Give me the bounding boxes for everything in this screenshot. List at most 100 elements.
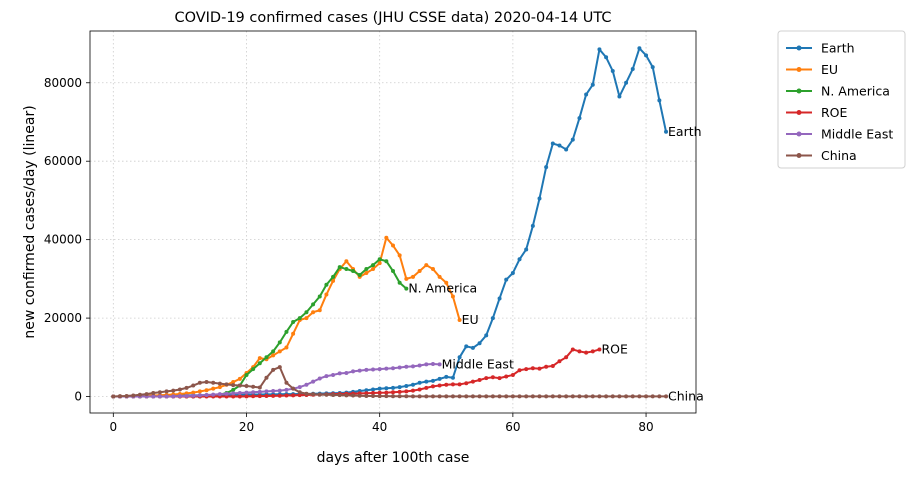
data-point <box>324 282 329 287</box>
legend-label: EU <box>821 62 838 77</box>
data-point <box>304 316 309 321</box>
y-tick-label: 60000 <box>44 154 82 168</box>
data-point <box>197 389 202 394</box>
data-point <box>564 394 569 399</box>
data-point <box>617 394 622 399</box>
data-point <box>231 394 236 399</box>
legend-marker <box>796 110 802 115</box>
data-point <box>331 372 336 377</box>
data-point <box>404 364 409 369</box>
data-point <box>337 371 342 376</box>
data-point <box>331 274 336 279</box>
data-point <box>384 235 389 240</box>
data-point <box>391 394 395 399</box>
data-point <box>364 393 369 398</box>
data-point <box>437 383 442 388</box>
data-point <box>137 392 142 397</box>
data-point <box>577 349 582 354</box>
data-point <box>570 137 575 142</box>
data-point <box>657 98 662 103</box>
data-point <box>444 374 449 379</box>
data-point <box>404 383 409 388</box>
data-point <box>537 394 542 399</box>
x-tick-label: 20 <box>239 420 254 434</box>
data-point <box>557 394 562 399</box>
data-point <box>577 394 582 399</box>
data-point <box>371 391 376 395</box>
series-n-america <box>111 257 409 399</box>
data-point <box>244 372 249 377</box>
data-point <box>391 366 395 371</box>
data-point <box>664 394 669 399</box>
legend-label: Earth <box>821 41 855 56</box>
data-point <box>597 47 602 52</box>
legend-item: EU <box>786 62 838 77</box>
data-point <box>477 341 482 346</box>
data-point <box>217 385 222 390</box>
legend-item: Earth <box>786 41 855 56</box>
plot-frame <box>89 30 697 414</box>
data-point <box>524 367 529 372</box>
data-point <box>284 380 289 385</box>
data-point <box>331 278 336 283</box>
data-point <box>351 369 356 374</box>
data-point <box>524 247 529 252</box>
data-point <box>357 272 362 277</box>
data-point <box>570 394 575 399</box>
data-point <box>244 390 249 395</box>
data-point <box>277 349 282 354</box>
data-point <box>297 393 302 398</box>
data-point <box>424 394 429 399</box>
data-point <box>377 257 382 262</box>
data-point <box>397 394 402 399</box>
data-point <box>284 329 289 334</box>
data-point <box>444 280 449 285</box>
data-point <box>550 363 555 368</box>
data-point <box>544 394 549 399</box>
data-point <box>590 82 595 87</box>
data-point <box>410 394 415 399</box>
data-point <box>444 382 449 387</box>
data-point <box>384 390 389 395</box>
chart-title: COVID-19 confirmed cases (JHU CSSE data)… <box>174 10 611 26</box>
data-point <box>504 374 509 379</box>
legend-marker <box>796 131 802 137</box>
series-end-label: N. America <box>408 281 477 296</box>
data-point <box>630 394 635 399</box>
data-point <box>517 368 522 373</box>
data-point <box>164 394 169 399</box>
data-point <box>324 292 329 297</box>
data-point <box>397 280 402 285</box>
data-point <box>297 385 302 390</box>
data-point <box>557 359 562 364</box>
data-point <box>171 388 176 393</box>
series-china <box>111 365 669 399</box>
data-point <box>251 384 256 389</box>
data-point <box>197 380 202 385</box>
data-point <box>384 259 389 264</box>
data-point <box>397 389 402 394</box>
data-point <box>490 394 495 399</box>
data-point <box>124 393 129 398</box>
data-point <box>570 347 575 352</box>
data-point <box>231 383 236 388</box>
data-point <box>497 296 502 301</box>
data-point <box>550 141 555 146</box>
data-point <box>371 263 376 268</box>
data-point <box>264 355 269 360</box>
data-point <box>377 261 382 266</box>
data-point <box>351 393 356 398</box>
data-point <box>351 269 356 274</box>
data-point <box>637 46 642 51</box>
data-point <box>364 267 369 272</box>
data-point <box>397 365 402 370</box>
y-tick-label: 40000 <box>44 233 82 247</box>
data-point <box>484 333 489 338</box>
data-point <box>524 394 529 399</box>
data-point <box>271 389 276 394</box>
data-point <box>564 147 569 152</box>
data-point <box>111 394 116 399</box>
data-point <box>177 387 182 392</box>
